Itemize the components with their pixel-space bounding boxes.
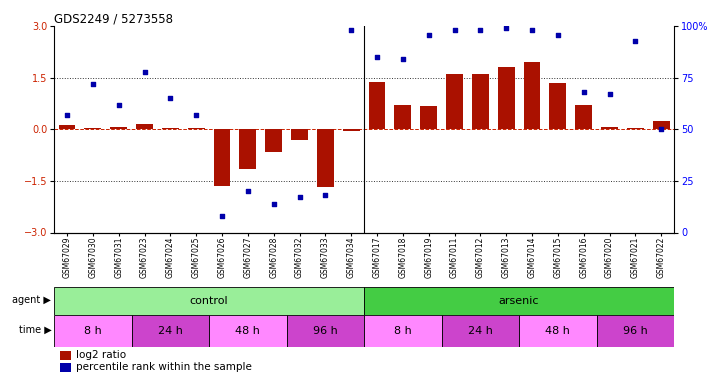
Bar [84, 128, 101, 129]
Text: 96 h: 96 h [623, 326, 647, 336]
Bar [265, 129, 282, 152]
Bar [239, 129, 256, 169]
Bar [368, 82, 386, 129]
Point [655, 126, 667, 132]
Text: 48 h: 48 h [545, 326, 570, 336]
Point [500, 26, 512, 32]
Bar [549, 83, 566, 129]
Bar [54, 287, 364, 315]
Bar [596, 315, 674, 347]
Bar [653, 121, 670, 129]
Bar [575, 105, 592, 129]
Point [164, 96, 176, 102]
Bar [342, 129, 360, 131]
Point [345, 27, 357, 33]
Bar [54, 315, 131, 347]
Bar [394, 105, 411, 129]
Point [268, 201, 280, 207]
Point [216, 213, 228, 219]
Text: GDS2249 / 5273558: GDS2249 / 5273558 [54, 12, 173, 25]
Text: time ▶: time ▶ [19, 324, 51, 334]
Point [397, 56, 409, 62]
Bar [601, 127, 618, 129]
Text: 24 h: 24 h [158, 326, 183, 336]
Point [371, 54, 383, 60]
Bar [627, 128, 644, 129]
Point [190, 112, 202, 118]
Bar [58, 125, 76, 129]
Point [87, 81, 99, 87]
Bar [136, 124, 153, 129]
Text: log2 ratio: log2 ratio [76, 350, 126, 360]
Point [242, 188, 254, 194]
Point [474, 27, 486, 33]
Point [61, 112, 73, 118]
Point [448, 27, 460, 33]
Text: 96 h: 96 h [313, 326, 337, 336]
Bar [519, 315, 597, 347]
Bar [110, 127, 127, 129]
Text: control: control [190, 296, 229, 306]
Bar [523, 62, 541, 129]
Text: 24 h: 24 h [468, 326, 493, 336]
Text: 48 h: 48 h [235, 326, 260, 336]
Point [423, 32, 435, 38]
Bar [291, 129, 308, 140]
Bar [209, 315, 286, 347]
Text: agent ▶: agent ▶ [12, 294, 51, 304]
Bar [162, 128, 179, 129]
Point [526, 27, 538, 33]
Point [138, 69, 150, 75]
Bar [364, 315, 441, 347]
Bar [61, 363, 71, 372]
Text: 8 h: 8 h [84, 326, 102, 336]
Bar [286, 315, 364, 347]
Point [552, 32, 564, 38]
Bar [187, 128, 205, 129]
Text: percentile rank within the sample: percentile rank within the sample [76, 362, 252, 372]
Bar [61, 351, 71, 360]
Bar [317, 129, 334, 187]
Bar [131, 315, 209, 347]
Point [629, 38, 641, 44]
Bar [441, 315, 519, 347]
Point [603, 92, 615, 98]
Bar [213, 129, 231, 186]
Point [293, 194, 305, 200]
Bar [420, 106, 437, 129]
Point [578, 89, 590, 95]
Point [319, 192, 331, 198]
Point [113, 102, 125, 108]
Bar [497, 67, 515, 129]
Text: arsenic: arsenic [499, 296, 539, 306]
Bar [472, 74, 489, 129]
Text: 8 h: 8 h [394, 326, 412, 336]
Bar [446, 74, 463, 129]
Bar [364, 287, 674, 315]
